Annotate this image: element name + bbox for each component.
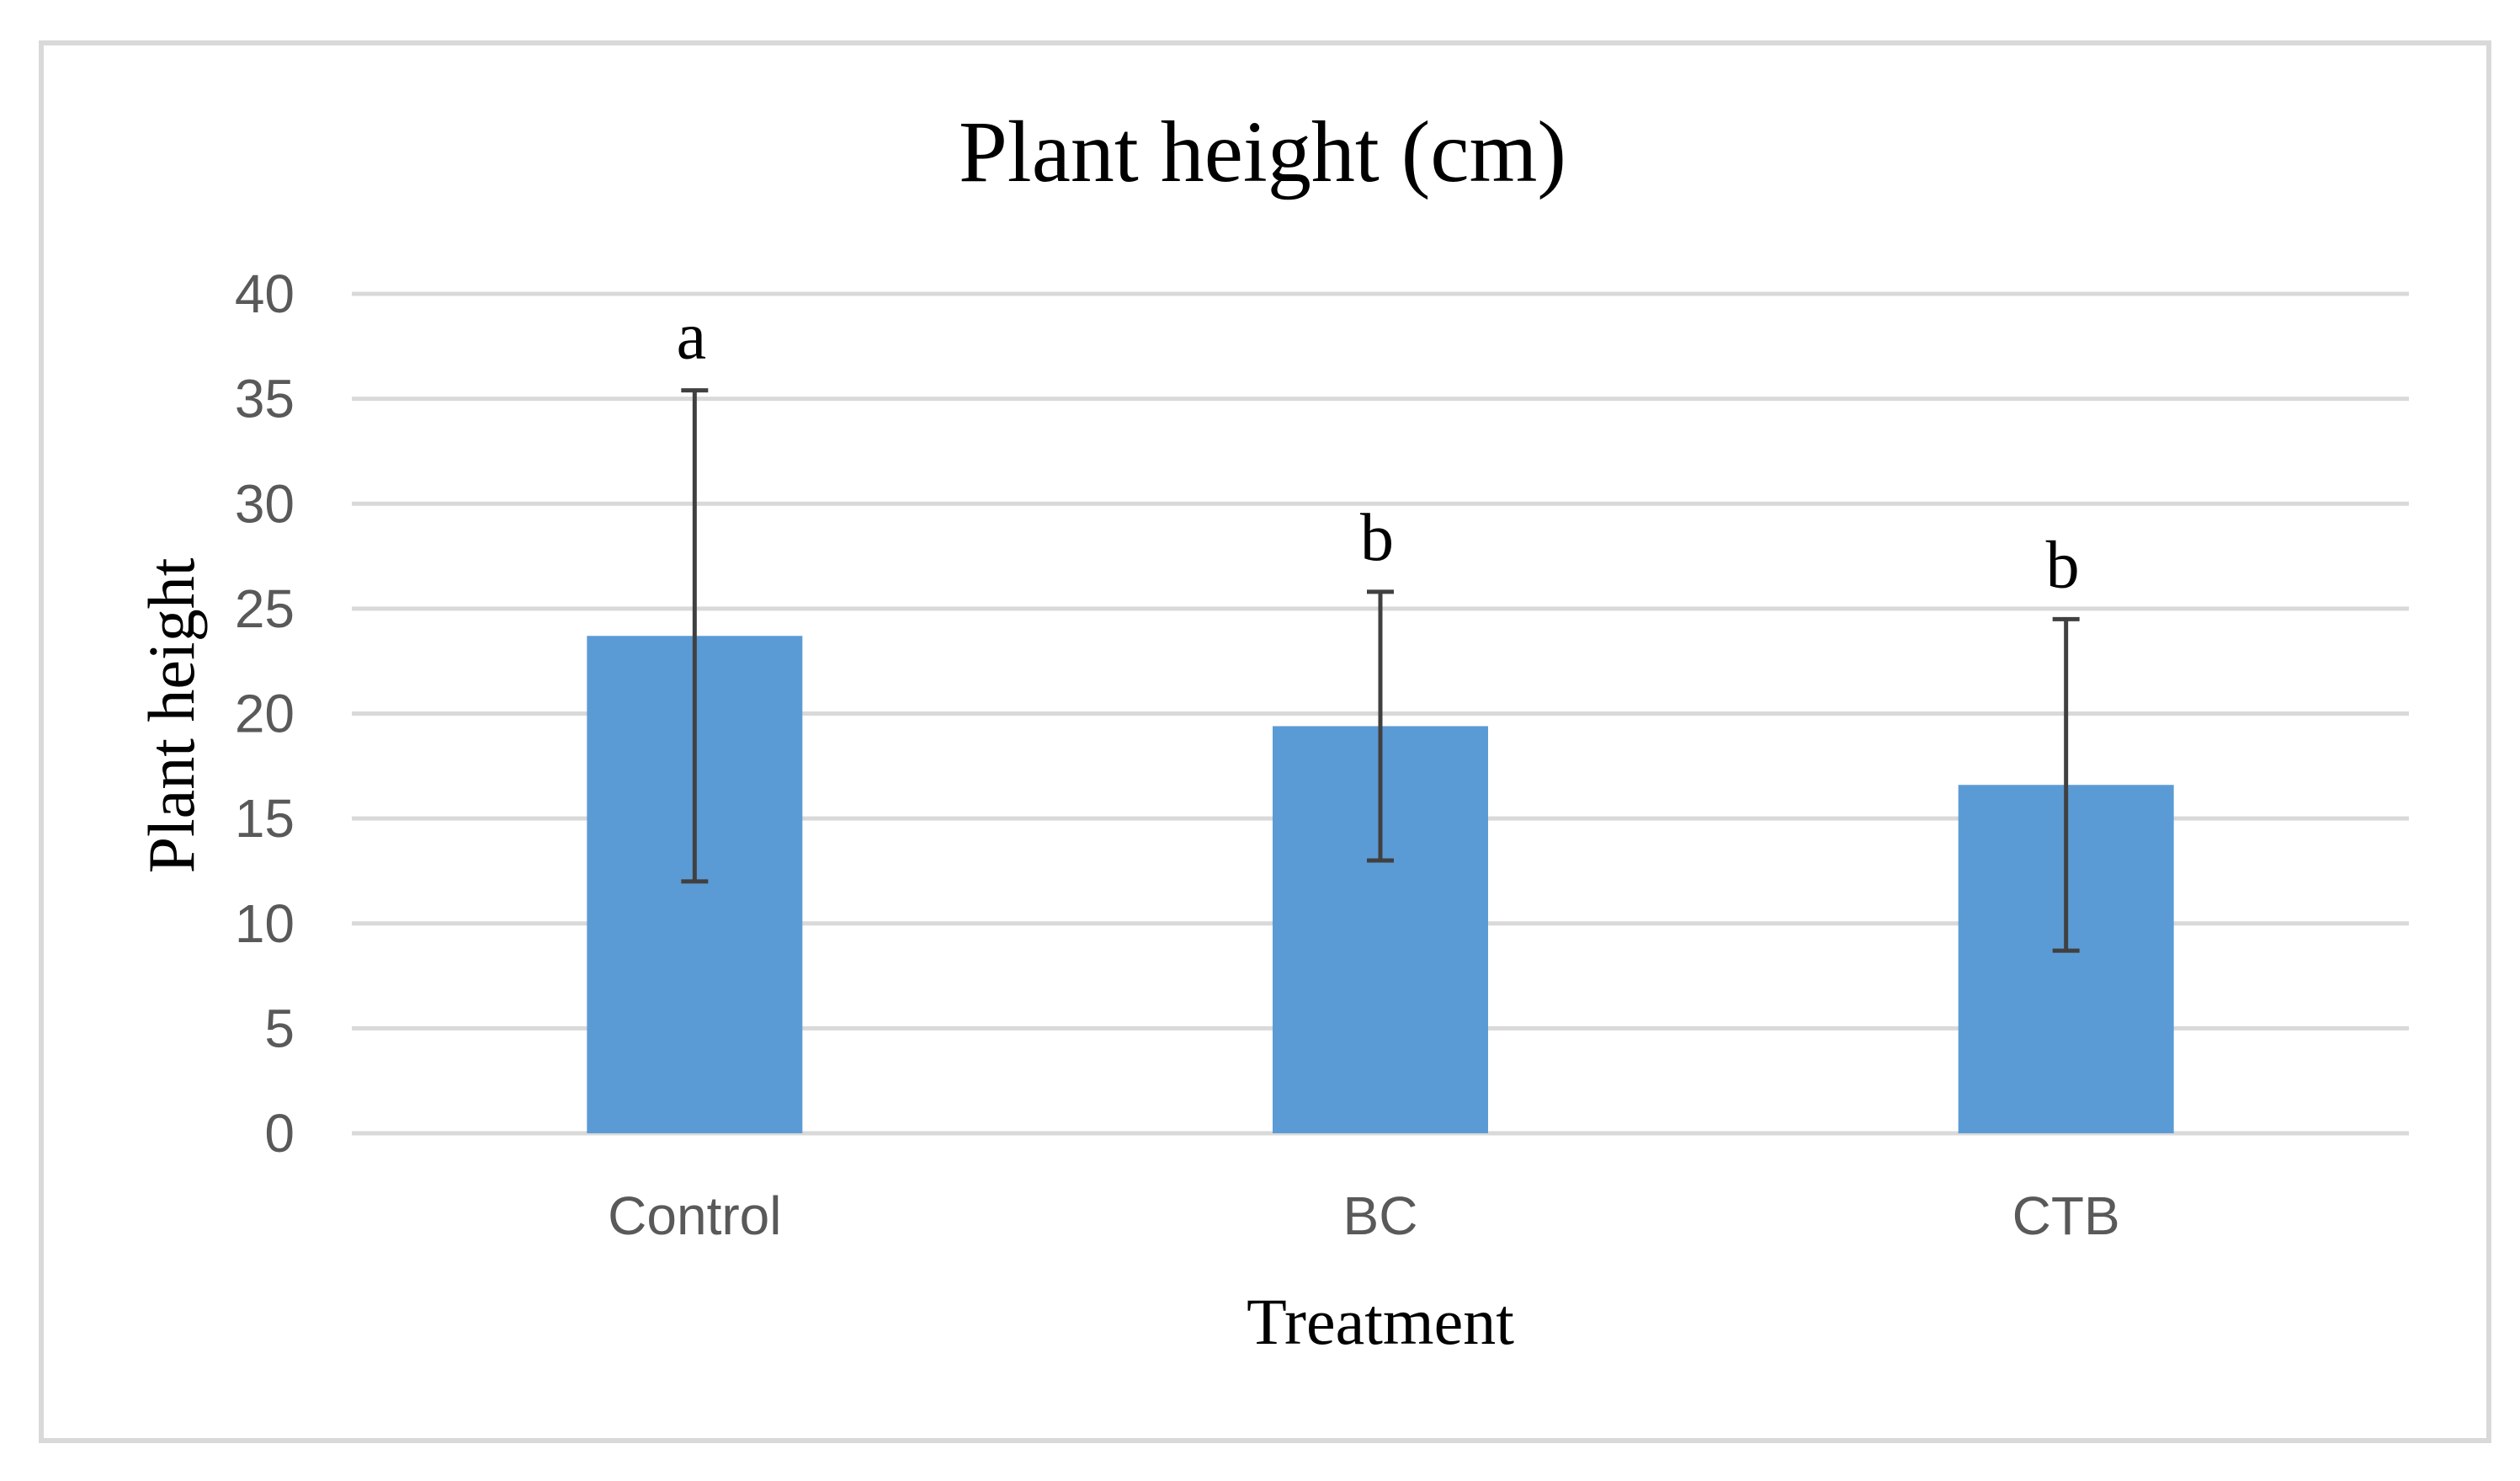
x-tick-label: Control [608,1185,781,1246]
y-tick-label: 25 [235,578,295,639]
x-axis-ticks: Control BC CTB [608,1185,2119,1246]
chart-frame [39,40,2491,1443]
y-tick-label: 0 [264,1103,295,1164]
y-axis-ticks: 0 5 10 15 20 25 30 35 40 [235,264,295,1164]
y-tick-label: 40 [235,264,295,324]
y-tick-label: 5 [264,998,295,1058]
y-tick-label: 35 [235,369,295,429]
chart-title: Plant height (cm) [959,104,1566,200]
y-tick-label: 15 [235,788,295,849]
y-tick-label: 30 [235,473,295,534]
x-axis-label: Treatment [1247,1285,1514,1358]
significance-letters: a b b [677,300,2080,603]
y-axis-label: Plant height [135,557,208,873]
y-tick-label: 20 [235,684,295,744]
x-tick-label: CTB [2012,1185,2120,1246]
significance-letter: b [2046,528,2080,602]
significance-letter: a [677,300,707,374]
x-tick-label: BC [1343,1185,1418,1246]
significance-letter: b [1360,501,1394,575]
error-bars [681,388,2080,953]
y-tick-label: 10 [235,893,295,954]
